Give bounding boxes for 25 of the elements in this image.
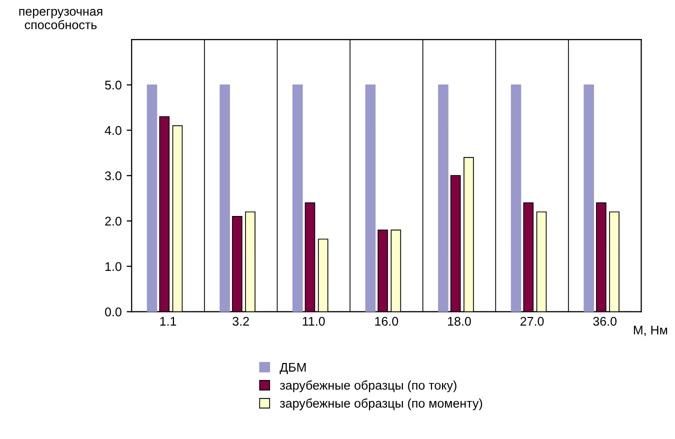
x-tick-label: 18.0: [448, 316, 471, 326]
y-tick-label: 2.0: [105, 216, 122, 226]
x-tick-label: 36.0: [593, 316, 617, 326]
y-axis-title: перегрузочная способность: [19, 8, 102, 30]
y-tick-label: 1.0: [105, 262, 122, 271]
legend-label: ДБМ: [280, 362, 306, 374]
x-tick-label: 27.0: [520, 316, 544, 326]
y-tick-label: 4.0: [104, 126, 122, 135]
x-tick-label: 1.1: [160, 317, 176, 326]
legend-label: зарубежные образцы (по моменту): [280, 398, 482, 410]
bar: [365, 84, 376, 312]
x-tick-label: 16.0: [375, 316, 398, 326]
y-tick-label: 3.0: [105, 171, 122, 180]
y-tick-label: 5.0: [105, 80, 122, 90]
bar: [220, 84, 230, 312]
x-axis-title: М, Нм: [634, 326, 668, 336]
y-tick-label: 0.0: [105, 307, 122, 316]
bar: [438, 84, 448, 312]
bar: [510, 84, 522, 312]
legend-label: зарубежные образцы (по току): [280, 380, 456, 392]
bar: [584, 84, 594, 312]
bar: [292, 84, 303, 312]
x-tick-label: 11.0: [302, 316, 325, 326]
bar: [146, 84, 158, 312]
x-tick-label: 3.2: [232, 316, 249, 326]
